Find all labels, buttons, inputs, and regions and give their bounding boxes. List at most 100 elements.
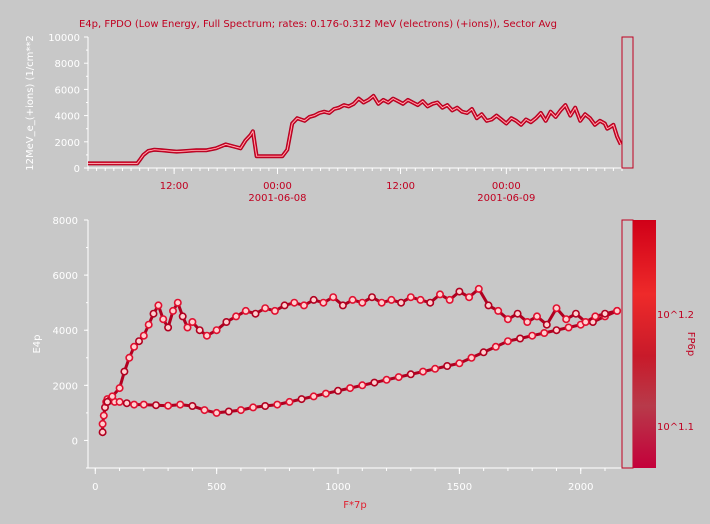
scatter-point [224,407,233,416]
x-tick-label: 500 [207,482,226,493]
scatter-point [309,392,318,401]
y-tick-label: 2000 [55,138,80,149]
top-panel: E4p, FPDO (Low Energy, Full Spectrum; ra… [25,19,634,204]
scatter-point [152,401,161,410]
scatter-point [125,353,134,362]
scatter-point [377,298,386,307]
scatter-point [99,411,108,420]
scatter-point [329,293,338,302]
scatter-point [236,406,245,415]
y-tick-label: 2000 [53,381,78,392]
bottom-y-axis: 0 2000 4000 6000 8000 E4p [32,216,89,469]
scatter-point [552,326,561,335]
scatter-point [445,295,454,304]
scatter-point [321,389,330,398]
scatter-point [249,403,258,412]
scatter-point [139,331,148,340]
scatter-point [494,306,503,315]
scatter-point [299,301,308,310]
x-tick-sublabel: 2001-06-09 [477,193,535,204]
y-tick-label: 4000 [53,326,78,337]
scatter-point [613,306,622,315]
scatter-point [178,312,187,321]
x-tick-sublabel: 2001-06-08 [248,193,306,204]
scatter-point [435,290,444,299]
scatter-point [503,337,512,346]
scatter-point [173,298,182,307]
scatter-point [169,306,178,315]
scatter-point [130,400,139,409]
scatter-point [195,326,204,335]
scatter-point [406,293,415,302]
colorbar-label: FP6p [685,332,696,357]
y-tick-label: 6000 [55,85,80,96]
scatter-point [397,298,406,307]
y-tick-label: 6000 [53,271,78,282]
x-tick-label: 1000 [325,482,350,493]
scatter-point [416,295,425,304]
scatter-point [103,397,112,406]
x-tick-label: 00:00 [492,181,521,192]
scatter-point [516,334,525,343]
scatter-point [367,293,376,302]
scatter-point [232,312,241,321]
colorbar-frame [621,219,634,469]
scatter-point [348,295,357,304]
scatter-point [139,400,148,409]
y-tick-label: 4000 [55,112,80,123]
scatter-point [164,401,173,410]
scatter-trace [101,309,618,433]
scatter-point [540,328,549,337]
scatter-point [571,309,580,318]
scatter-point [290,298,299,307]
colorbar-tick-label: 10^1.2 [657,310,694,321]
scatter-point [319,298,328,307]
top-y-ticks: 0 2000 4000 6000 8000 10000 [48,33,88,175]
scatter-point [491,342,500,351]
scatter-point [443,361,452,370]
bottom-y-ticks: 0 2000 4000 6000 8000 [53,216,88,469]
scatter-point [261,401,270,410]
scatter-point [542,320,551,329]
scatter-point [98,428,107,437]
scatter-point [591,312,600,321]
series-line-outline [88,93,623,166]
top-y-axis: 0 2000 4000 6000 8000 10000 12MeV_e_(+ions) (… [25,33,89,175]
y-tick-label: 0 [74,164,80,175]
scatter-point [562,315,571,324]
colorbar-gradient [633,220,656,468]
scatter-point [183,323,192,332]
scatter-point [382,375,391,384]
scatter-point [149,309,158,318]
scatter-point [474,284,483,293]
scatter-point [176,400,185,409]
scatter-point [222,317,231,326]
top-side-bar [621,36,634,169]
scatter-point [309,295,318,304]
scatter-point [338,301,347,310]
x-tick-label: 0 [92,482,98,493]
scatter-point [285,397,294,406]
scatter-point [115,384,124,393]
scatter-point [528,331,537,340]
scatter-point [465,293,474,302]
bottom-x-axis: 0 500 1000 1500 2000 F*7p [88,467,622,511]
scatter-point [188,401,197,410]
scatter-point [513,309,522,318]
top-y-axis-label: 12MeV_e_(+ions) (1/cm**2 [25,35,36,171]
bottom-y-axis-label: E4p [32,334,43,353]
y-tick-label: 10000 [48,33,80,44]
scatter-point [270,306,279,315]
scatter-point [406,370,415,379]
x-tick-label: 00:00 [263,181,292,192]
scatter-point [115,397,124,406]
y-tick-label: 8000 [55,59,80,70]
scatter-point [154,301,163,310]
bottom-series-group [98,284,622,437]
series-line [88,94,622,165]
scatter-point [130,342,139,351]
scatter-point [532,312,541,321]
scatter-point [261,304,270,313]
x-tick-label: 12:00 [160,181,189,192]
